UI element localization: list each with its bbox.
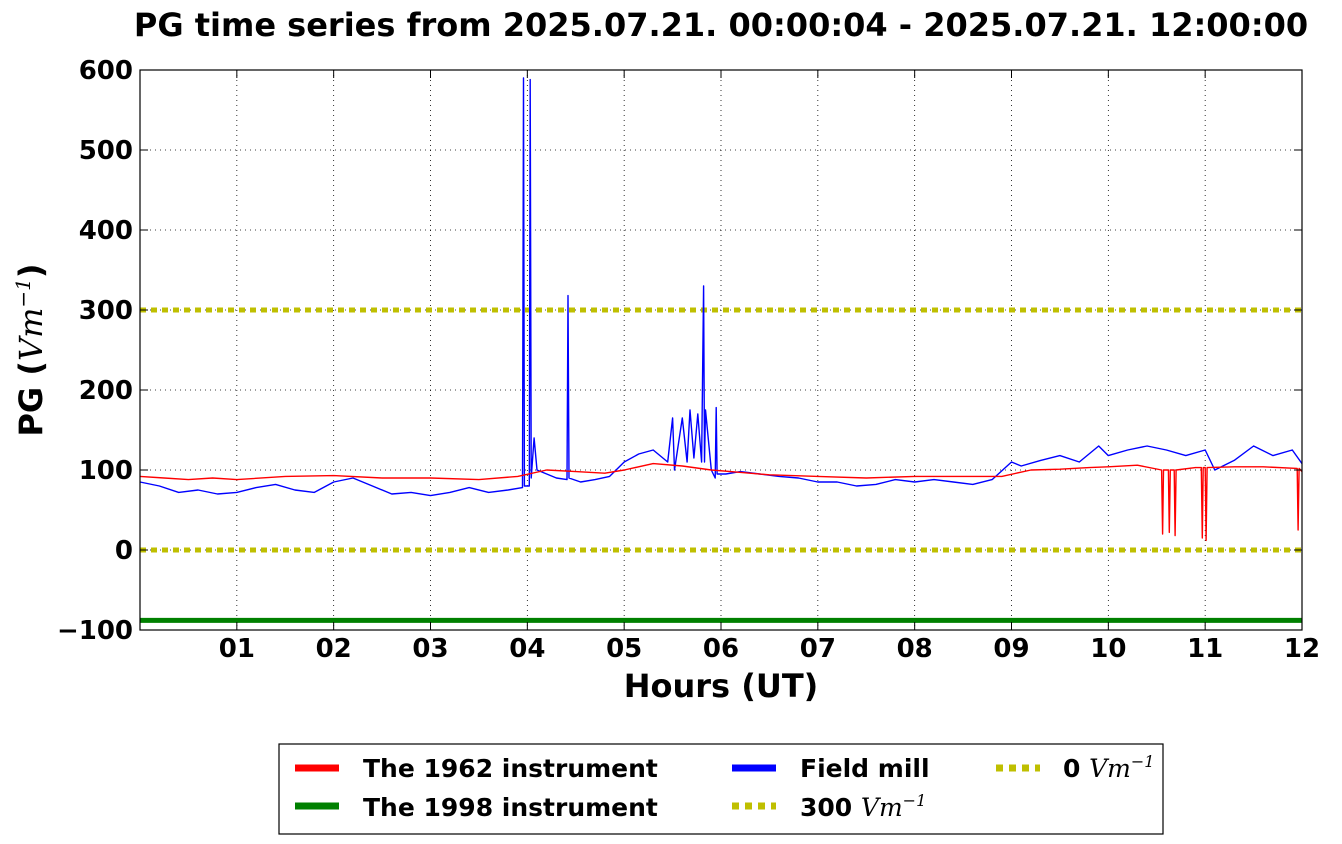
reference-lines	[140, 307, 1302, 553]
legend-300-unit: Vm	[861, 793, 903, 822]
axis-ticks: 01 02 03 04 05 06 07 08 09 10 11 12 −100 0 100 200 300 40…	[57, 56, 1320, 664]
series-lines	[139, 77, 1303, 623]
legend-label-1962: The 1962 instrument	[363, 754, 658, 783]
grid	[140, 70, 1302, 630]
series-line-field-mill	[139, 77, 1303, 497]
y-axis-label-exponent: −1	[11, 278, 35, 307]
series-line-the-1962-instrument	[139, 462, 1303, 542]
legend-label-300: 300 Vm−1	[800, 791, 926, 822]
y-tick-label: 400	[79, 216, 133, 246]
x-tick-label: 11	[1187, 634, 1223, 664]
legend-box	[278, 743, 1164, 835]
legend: The 1962 instrument The 1998 instrument …	[278, 743, 1164, 835]
y-tick-label: 500	[79, 136, 133, 166]
svg-text:PG (Vm−1): PG (Vm−1)	[11, 263, 50, 436]
y-axis-label-unit: Vm	[12, 308, 50, 361]
legend-label-field-mill: Field mill	[800, 754, 930, 783]
legend-0-unit: Vm	[1089, 754, 1131, 783]
x-tick-label: 09	[993, 634, 1029, 664]
x-tick-label: 04	[509, 634, 545, 664]
y-tick-label: 300	[79, 296, 133, 326]
x-tick-label: 05	[606, 634, 642, 664]
x-tick-label: 03	[412, 634, 448, 664]
legend-label-1998: The 1998 instrument	[363, 793, 658, 822]
legend-label-0: 0 Vm−1	[1063, 752, 1154, 783]
x-tick-label: 08	[897, 634, 933, 664]
y-axis-label-close: )	[12, 263, 50, 278]
y-tick-label: 200	[79, 376, 133, 406]
chart-title: PG time series from 2025.07.21. 00:00:04…	[134, 6, 1308, 44]
legend-300-exp: −1	[903, 791, 927, 810]
x-tick-label: 01	[219, 634, 255, 664]
y-axis-label-text: PG (	[12, 361, 50, 436]
x-tick-label: 02	[316, 634, 352, 664]
x-tick-label: 12	[1284, 634, 1320, 664]
y-tick-label: 100	[79, 456, 133, 486]
y-tick-label: 0	[115, 536, 133, 566]
x-tick-label: 07	[800, 634, 836, 664]
legend-0-exp: −1	[1131, 752, 1155, 771]
y-tick-label: −100	[57, 616, 133, 646]
x-tick-label: 06	[703, 634, 739, 664]
y-axis-label: PG (Vm−1)	[11, 263, 50, 436]
legend-0-value: 0	[1063, 754, 1080, 783]
legend-300-value: 300	[800, 793, 852, 822]
x-axis-label: Hours (UT)	[624, 667, 819, 705]
y-tick-label: 600	[79, 56, 133, 86]
x-tick-label: 10	[1090, 634, 1126, 664]
